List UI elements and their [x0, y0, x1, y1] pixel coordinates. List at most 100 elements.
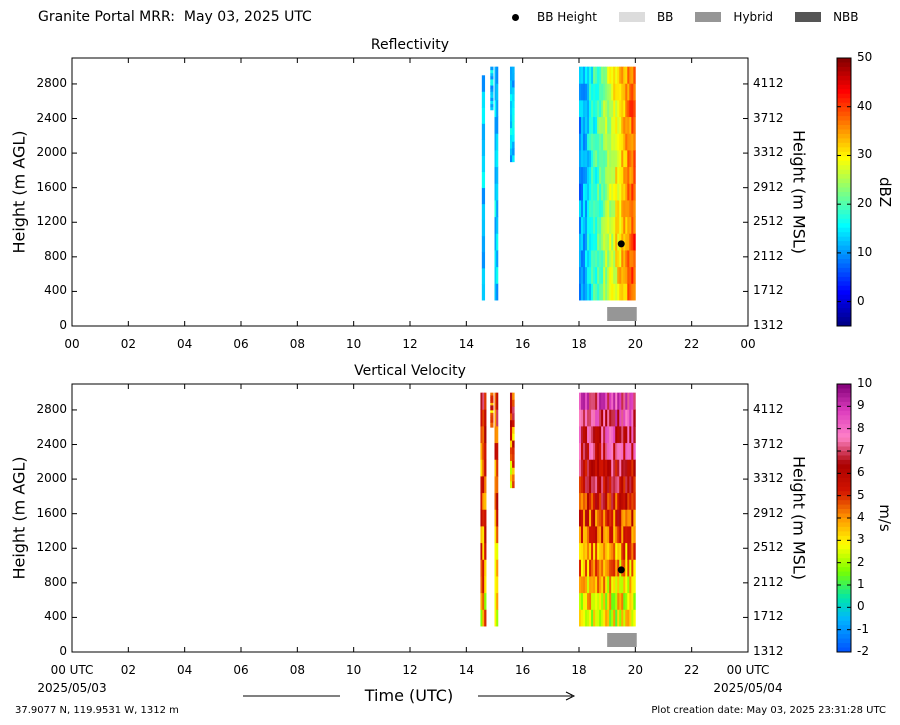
echo-cell — [625, 576, 628, 594]
echo-cell — [621, 476, 624, 494]
echo-cell — [484, 425, 487, 444]
echo-cell — [581, 99, 584, 118]
colorbar-segment — [837, 200, 851, 206]
echo-cell — [619, 166, 622, 184]
echo-cell — [589, 576, 592, 594]
echo-cell — [627, 442, 630, 460]
echo-cell — [494, 609, 497, 627]
echo-cell — [631, 116, 634, 134]
echo-cell — [512, 141, 515, 149]
echo-cell — [597, 250, 600, 268]
echo-cell — [615, 116, 618, 134]
echo-cell — [617, 609, 620, 627]
echo-cell — [597, 559, 600, 577]
echo-cell — [589, 233, 592, 251]
echo-cell — [613, 542, 616, 560]
colorbar-segment — [837, 410, 851, 416]
echo-cell — [589, 183, 592, 201]
echo-cell — [629, 509, 632, 527]
colorbar-segment — [837, 509, 851, 515]
colorbar-segment — [837, 585, 851, 590]
echo-cell — [482, 559, 485, 577]
echo-cell — [601, 200, 604, 218]
echo-cell — [621, 216, 624, 234]
colorbar-segment — [837, 75, 851, 81]
echo-cell — [482, 459, 485, 477]
echo-region — [509, 392, 515, 489]
echo-cell — [595, 392, 598, 410]
echo-cell — [629, 183, 632, 201]
y2-axis-label: Height (m MSL) — [789, 455, 809, 581]
echo-cell — [593, 99, 596, 118]
echo-cell — [593, 216, 596, 234]
echo-cell — [484, 559, 487, 577]
echo-cell — [625, 459, 628, 477]
y-tick-label: 400 — [44, 609, 67, 624]
y-tick-label: 1200 — [36, 540, 67, 555]
echo-cell — [623, 526, 626, 544]
echo-cell — [625, 409, 628, 427]
echo-cell — [597, 150, 600, 168]
echo-cell — [607, 442, 610, 460]
echo-cell — [494, 559, 497, 577]
y-tick-label: 800 — [44, 574, 67, 589]
echo-cell — [494, 459, 497, 477]
echo-cell — [615, 250, 618, 268]
colorbar-segment — [837, 93, 851, 99]
echo-cell — [631, 233, 634, 251]
legend-item-bb-height: BB Height — [512, 10, 597, 24]
colorbar-segment — [837, 120, 851, 126]
echo-cell — [619, 592, 622, 610]
echo-cell — [603, 266, 606, 284]
echo-cell — [621, 250, 624, 268]
echo-cell — [579, 266, 582, 284]
y2-tick-label: 2912 — [753, 179, 784, 194]
echo-cell — [617, 200, 620, 218]
echo-cell — [480, 459, 483, 477]
echo-cell — [599, 216, 602, 234]
echo-cell — [593, 559, 596, 577]
echo-cell — [587, 442, 590, 460]
echo-cell — [615, 425, 618, 444]
colorbar-segment — [837, 254, 851, 260]
echo-cell — [601, 542, 604, 560]
echo-cell — [603, 200, 606, 218]
echo-cell — [494, 392, 497, 410]
echo-cell — [591, 283, 594, 301]
echo-cell — [587, 233, 590, 251]
echo-cell — [625, 216, 628, 234]
y2-tick-label: 1312 — [753, 644, 784, 658]
echo-cell — [587, 166, 590, 184]
echo-cell — [597, 409, 600, 427]
echo-cell — [490, 409, 494, 413]
echo-cell — [627, 459, 630, 477]
echo-cell — [496, 542, 499, 560]
echo-cell — [482, 392, 485, 410]
echo-cell — [581, 150, 584, 168]
colorbar-segment — [837, 602, 851, 608]
echo-cell — [593, 166, 596, 184]
echo-cell — [490, 82, 494, 86]
echo-cell — [484, 592, 487, 610]
x-tick-label: 22 — [684, 663, 700, 677]
echo-cell — [623, 542, 626, 560]
echo-cell — [593, 200, 596, 218]
echo-cell — [583, 216, 586, 234]
echo-cell — [629, 150, 632, 168]
echo-cell — [623, 592, 626, 610]
echo-cell — [581, 133, 584, 151]
echo-cell — [589, 150, 592, 168]
colorbar-segment — [837, 384, 851, 389]
echo-cell — [593, 526, 596, 544]
echo-cell — [591, 116, 594, 134]
echo-cell — [613, 392, 616, 410]
echo-cell — [587, 559, 590, 577]
echo-cell — [631, 99, 634, 118]
echo-cell — [589, 250, 592, 268]
echo-cell — [621, 442, 624, 460]
echo-cell — [579, 559, 582, 577]
echo-cell — [587, 66, 590, 84]
echo-cell — [597, 266, 600, 284]
echo-cell — [581, 250, 584, 268]
colorbar-segment — [837, 562, 851, 568]
